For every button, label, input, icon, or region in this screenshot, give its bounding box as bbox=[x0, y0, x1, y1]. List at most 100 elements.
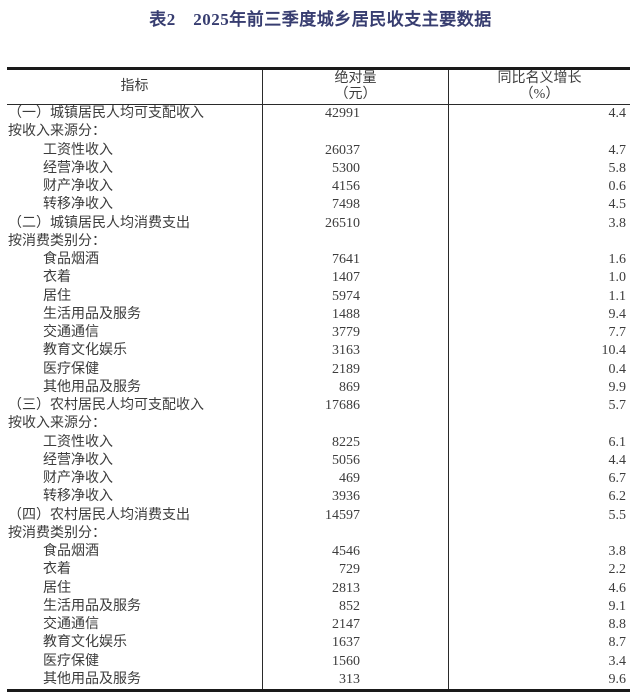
row-absolute-value: 852 bbox=[262, 597, 448, 616]
row-absolute-value: 2813 bbox=[262, 579, 448, 598]
row-indicator-label: 衣着 bbox=[43, 270, 71, 286]
row-indicator-label: 财产净收入 bbox=[43, 179, 113, 195]
row-absolute-value: 1407 bbox=[262, 269, 448, 288]
table-row: 生活用品及服务 852 9.1 bbox=[7, 597, 630, 616]
table-row: 按收入来源分： bbox=[7, 415, 630, 434]
table-row: 教育文化娱乐 1637 8.7 bbox=[7, 634, 630, 653]
table-row: 财产净收入 469 6.7 bbox=[7, 470, 630, 489]
row-absolute-value: 5056 bbox=[262, 451, 448, 470]
row-growth-value: 9.9 bbox=[448, 378, 630, 397]
row-indicator-label: 财产净收入 bbox=[43, 471, 113, 487]
header-indicator: 指标 bbox=[7, 70, 262, 104]
row-absolute-value: 469 bbox=[262, 470, 448, 489]
header-growth-line1: 同比名义增长 bbox=[497, 71, 582, 86]
row-absolute-value: 7641 bbox=[262, 251, 448, 270]
row-absolute-value: 1488 bbox=[262, 305, 448, 324]
row-indicator-label: （三）农村居民人均可支配收入 bbox=[8, 398, 204, 414]
row-absolute-value: 729 bbox=[262, 561, 448, 580]
table-row: 按收入来源分： bbox=[7, 123, 630, 142]
row-absolute-value: 42991 bbox=[262, 105, 448, 124]
row-growth-value: 1.0 bbox=[448, 269, 630, 288]
row-indicator-label: 经营净收入 bbox=[43, 160, 113, 176]
table-row: （一）城镇居民人均可支配收入 42991 4.4 bbox=[7, 105, 630, 124]
row-growth-value: 10.4 bbox=[448, 342, 630, 361]
row-growth-value: 8.8 bbox=[448, 616, 630, 635]
table-row: 经营净收入 5300 5.8 bbox=[7, 159, 630, 178]
table-row: 其他用品及服务 869 9.9 bbox=[7, 378, 630, 397]
table-body: （一）城镇居民人均可支配收入 42991 4.4 按收入来源分： 工资性收入 2… bbox=[7, 105, 630, 689]
row-absolute-value: 8225 bbox=[262, 433, 448, 452]
row-indicator-label: 交通通信 bbox=[43, 325, 99, 341]
row-absolute-value: 26510 bbox=[262, 214, 448, 233]
row-absolute-value bbox=[262, 123, 448, 142]
row-indicator-label: （四）农村居民人均消费支出 bbox=[8, 507, 190, 523]
header-absolute-amount: 绝对量 （元） bbox=[262, 70, 448, 104]
row-growth-value: 4.7 bbox=[448, 141, 630, 160]
row-indicator-label: 食品烟酒 bbox=[43, 544, 99, 560]
row-growth-value: 9.1 bbox=[448, 597, 630, 616]
row-absolute-value: 1560 bbox=[262, 652, 448, 671]
row-absolute-value bbox=[262, 524, 448, 543]
row-absolute-value bbox=[262, 415, 448, 434]
row-indicator-label: 居住 bbox=[43, 288, 71, 304]
table-row: 衣着 1407 1.0 bbox=[7, 269, 630, 288]
row-indicator-label: 工资性收入 bbox=[43, 434, 113, 450]
row-indicator-label: 医疗保健 bbox=[43, 361, 99, 377]
row-indicator-label: 生活用品及服务 bbox=[43, 598, 141, 614]
row-indicator-label: 教育文化娱乐 bbox=[43, 635, 127, 651]
table-row: （四）农村居民人均消费支出 14597 5.5 bbox=[7, 506, 630, 525]
table-row: （二）城镇居民人均消费支出 26510 3.8 bbox=[7, 214, 630, 233]
row-absolute-value: 17686 bbox=[262, 397, 448, 416]
table-row: 其他用品及服务 313 9.6 bbox=[7, 670, 630, 689]
table-row: 工资性收入 8225 6.1 bbox=[7, 433, 630, 452]
header-absolute-line2: （元） bbox=[334, 87, 377, 102]
row-absolute-value: 4546 bbox=[262, 543, 448, 562]
row-absolute-value: 869 bbox=[262, 378, 448, 397]
row-indicator-label: 教育文化娱乐 bbox=[43, 343, 127, 359]
table-row: 按消费类别分： bbox=[7, 524, 630, 543]
row-growth-value: 6.7 bbox=[448, 470, 630, 489]
row-growth-value: 7.7 bbox=[448, 324, 630, 343]
page-title: 表2 2025年前三季度城乡居民收支主要数据 bbox=[149, 10, 492, 29]
row-indicator-label: 医疗保健 bbox=[43, 653, 99, 669]
table-row: 食品烟酒 7641 1.6 bbox=[7, 251, 630, 270]
row-absolute-value: 4156 bbox=[262, 178, 448, 197]
row-indicator-label: 按消费类别分： bbox=[8, 525, 106, 541]
row-absolute-value: 1637 bbox=[262, 634, 448, 653]
row-absolute-value: 14597 bbox=[262, 506, 448, 525]
row-indicator-label: 其他用品及服务 bbox=[43, 671, 141, 687]
row-growth-value: 1.6 bbox=[448, 251, 630, 270]
row-indicator-label: 衣着 bbox=[43, 562, 71, 578]
row-growth-value: 4.4 bbox=[448, 105, 630, 124]
row-growth-value: 9.6 bbox=[448, 670, 630, 689]
row-absolute-value: 2189 bbox=[262, 360, 448, 379]
row-absolute-value bbox=[262, 232, 448, 251]
row-growth-value bbox=[448, 415, 630, 434]
row-absolute-value: 2147 bbox=[262, 616, 448, 635]
row-growth-value: 9.4 bbox=[448, 305, 630, 324]
header-growth-line2: （%） bbox=[519, 87, 560, 102]
row-indicator-label: 按收入来源分： bbox=[8, 124, 106, 140]
table-row: 交通通信 3779 7.7 bbox=[7, 324, 630, 343]
row-absolute-value: 3779 bbox=[262, 324, 448, 343]
row-growth-value bbox=[448, 524, 630, 543]
table-row: 按消费类别分： bbox=[7, 232, 630, 251]
row-growth-value bbox=[448, 123, 630, 142]
row-growth-value: 4.6 bbox=[448, 579, 630, 598]
income-expenditure-table: 指标 绝对量 （元） 同比名义增长 （%） （一）城镇居民人均可支配收入 429… bbox=[7, 67, 630, 692]
table-row: 医疗保健 2189 0.4 bbox=[7, 360, 630, 379]
row-absolute-value: 5974 bbox=[262, 287, 448, 306]
row-growth-value: 4.4 bbox=[448, 451, 630, 470]
row-indicator-label: （一）城镇居民人均可支配收入 bbox=[8, 106, 204, 122]
row-indicator-label: 其他用品及服务 bbox=[43, 379, 141, 395]
row-absolute-value: 7498 bbox=[262, 196, 448, 215]
header-growth: 同比名义增长 （%） bbox=[448, 70, 630, 104]
table-row: 医疗保健 1560 3.4 bbox=[7, 652, 630, 671]
row-indicator-label: 转移净收入 bbox=[43, 489, 113, 505]
row-growth-value: 2.2 bbox=[448, 561, 630, 580]
row-growth-value: 6.2 bbox=[448, 488, 630, 507]
row-indicator-label: 生活用品及服务 bbox=[43, 306, 141, 322]
row-indicator-label: （二）城镇居民人均消费支出 bbox=[8, 215, 190, 231]
row-growth-value: 3.8 bbox=[448, 214, 630, 233]
